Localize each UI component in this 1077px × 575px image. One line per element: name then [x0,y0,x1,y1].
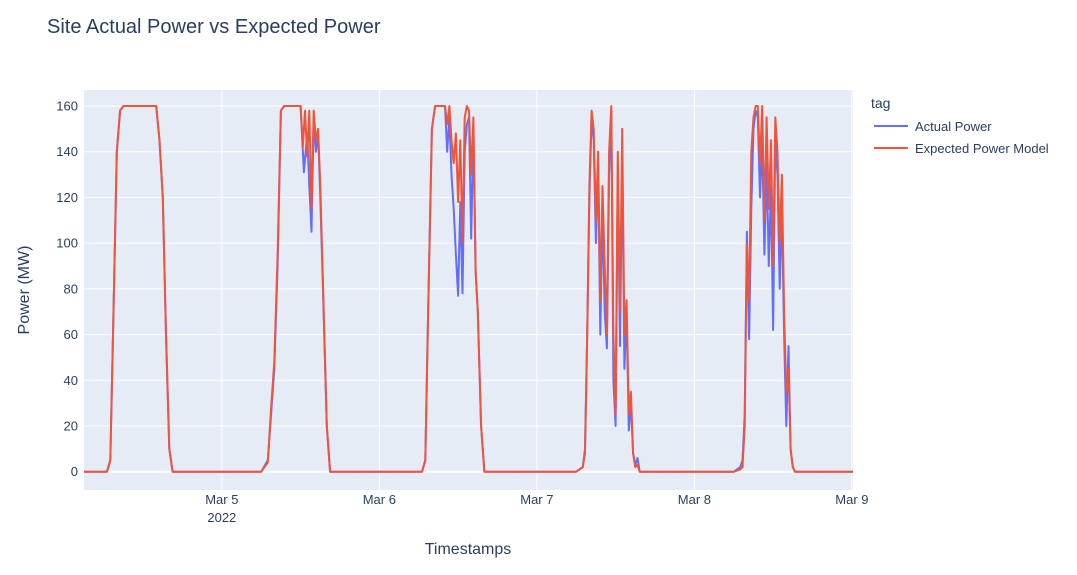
x-tick-label: Mar 9 [835,492,868,507]
y-tick-label: 20 [64,419,78,434]
plot-area [84,90,853,490]
x-axis-ticks: Mar 5 2022 Mar 6 Mar 7 Mar 8 Mar 9 [205,492,868,525]
y-tick-label: 80 [64,281,78,296]
y-tick-label: 140 [56,144,78,159]
y-tick-label: 160 [56,99,78,114]
y-tick-label: 120 [56,190,78,205]
y-tick-label: 100 [56,236,78,251]
y-tick-label: 0 [71,464,78,479]
series-layer [84,105,853,473]
x-tick-label: Mar 6 [363,492,396,507]
legend-entry: Actual Power [915,119,992,134]
gridlines [84,90,853,490]
x-axis-title: Timestamps [425,541,512,558]
chart-title: Site Actual Power vs Expected Power [47,16,381,38]
x-tick-label: Mar 5 [205,492,238,507]
y-axis-ticks: 0 20 40 60 80 100 120 140 160 [56,99,78,480]
y-axis-title: Power (MW) [16,246,33,335]
y-tick-label: 40 [64,373,78,388]
x-tick-label: Mar 8 [678,492,711,507]
x-tick-sublabel: 2022 [207,510,236,525]
legend-entry: Expected Power Model [915,141,1049,156]
series-line-expected-power-model [84,105,853,473]
legend-title: tag [871,95,890,111]
y-tick-label: 60 [64,327,78,342]
legend: tag Actual Power Expected Power Model [871,95,1049,156]
x-tick-label: Mar 7 [520,492,553,507]
